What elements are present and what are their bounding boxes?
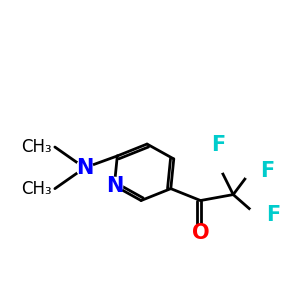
- Circle shape: [106, 177, 123, 194]
- Text: N: N: [76, 158, 93, 178]
- Text: CH₃: CH₃: [21, 138, 52, 156]
- Circle shape: [243, 163, 260, 179]
- Circle shape: [249, 207, 265, 224]
- Text: CH₃: CH₃: [21, 180, 52, 198]
- Text: N: N: [106, 176, 123, 196]
- Circle shape: [210, 157, 227, 173]
- Text: F: F: [211, 135, 226, 155]
- Circle shape: [192, 225, 209, 242]
- Text: O: O: [192, 223, 209, 243]
- Text: F: F: [260, 161, 274, 181]
- Circle shape: [76, 160, 93, 176]
- Text: F: F: [266, 206, 280, 225]
